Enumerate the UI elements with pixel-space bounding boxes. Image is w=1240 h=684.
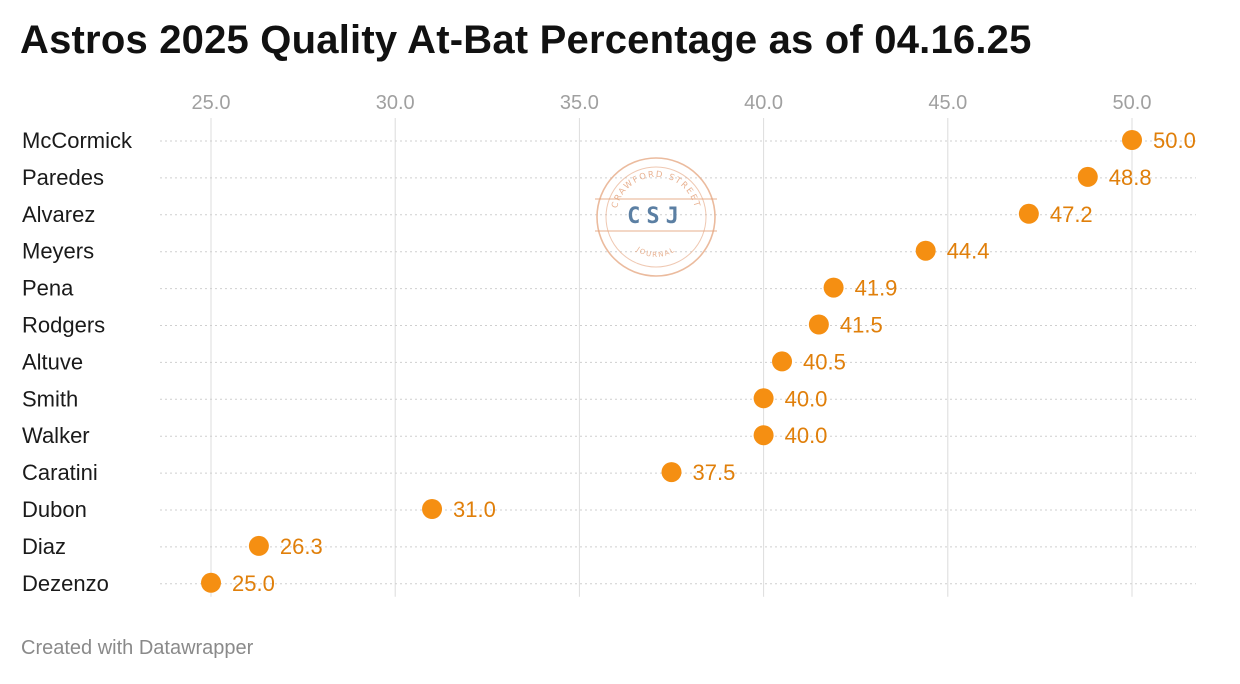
- category-label: Rodgers: [22, 313, 105, 338]
- data-point: [1077, 166, 1098, 187]
- category-label: McCormick: [22, 128, 133, 153]
- category-label: Walker: [22, 423, 90, 448]
- category-label: Dezenzo: [22, 571, 109, 596]
- value-label: 50.0: [1153, 128, 1196, 153]
- data-point: [753, 388, 774, 409]
- value-label: 40.0: [785, 386, 828, 411]
- data-point: [808, 314, 829, 335]
- category-label: Caratini: [22, 460, 98, 485]
- grid-lines: [210, 118, 1133, 597]
- watermark-bottom-text: JOURNAL: [634, 245, 677, 259]
- x-tick-label: 45.0: [928, 92, 967, 114]
- x-tick-label: 35.0: [560, 92, 599, 114]
- csj-logo-watermark: CRAWFORD STREET CSJ JOURNAL: [595, 157, 717, 277]
- chart-title: Astros 2025 Quality At-Bat Percentage as…: [20, 18, 1032, 62]
- category-label: Pena: [22, 276, 74, 301]
- x-axis-ticks: 25.0 30.0 35.0 40.0 45.0 50.0: [192, 92, 1152, 114]
- value-labels: 50.048.8 47.2 44.4 41.9 41.5 40.5 40.0 40.0 37.5…: [232, 128, 1196, 596]
- data-point: [248, 535, 269, 556]
- credit-line: Created with Datawrapper: [21, 637, 254, 659]
- value-label: 40.0: [785, 423, 828, 448]
- value-label: 41.5: [840, 313, 883, 338]
- x-tick-label: 25.0: [192, 92, 231, 114]
- value-label: 40.5: [803, 349, 846, 374]
- data-point: [201, 572, 221, 593]
- data-point: [915, 240, 936, 261]
- value-label: 37.5: [693, 460, 736, 485]
- value-label: 48.8: [1109, 165, 1152, 190]
- x-tick-label: 30.0: [376, 92, 415, 114]
- value-label: 26.3: [280, 534, 323, 559]
- value-label: 44.4: [947, 239, 990, 264]
- category-label: Paredes: [22, 165, 104, 190]
- x-tick-label: 50.0: [1113, 92, 1152, 114]
- data-point: [422, 499, 443, 519]
- category-label: Alvarez: [22, 202, 95, 227]
- data-point: [772, 351, 793, 372]
- category-labels: McCormick Paredes Alvarez Meyers Pena Rodgers…: [22, 128, 133, 596]
- watermark-initials: CSJ: [627, 204, 685, 229]
- value-label: 41.9: [855, 276, 898, 301]
- data-point: [661, 462, 682, 483]
- category-label: Diaz: [22, 534, 66, 559]
- x-tick-label: 40.0: [744, 92, 783, 114]
- category-label: Dubon: [22, 497, 87, 522]
- value-label: 31.0: [453, 497, 496, 522]
- data-point: [753, 425, 774, 446]
- data-point: [823, 277, 844, 298]
- data-point: [1122, 130, 1142, 150]
- value-label: 25.0: [232, 571, 275, 596]
- category-label: Altuve: [22, 349, 83, 374]
- category-label: Smith: [22, 386, 78, 411]
- data-points: [201, 130, 1142, 593]
- category-label: Meyers: [22, 239, 94, 264]
- value-label: 47.2: [1050, 202, 1093, 227]
- data-point: [1018, 203, 1039, 224]
